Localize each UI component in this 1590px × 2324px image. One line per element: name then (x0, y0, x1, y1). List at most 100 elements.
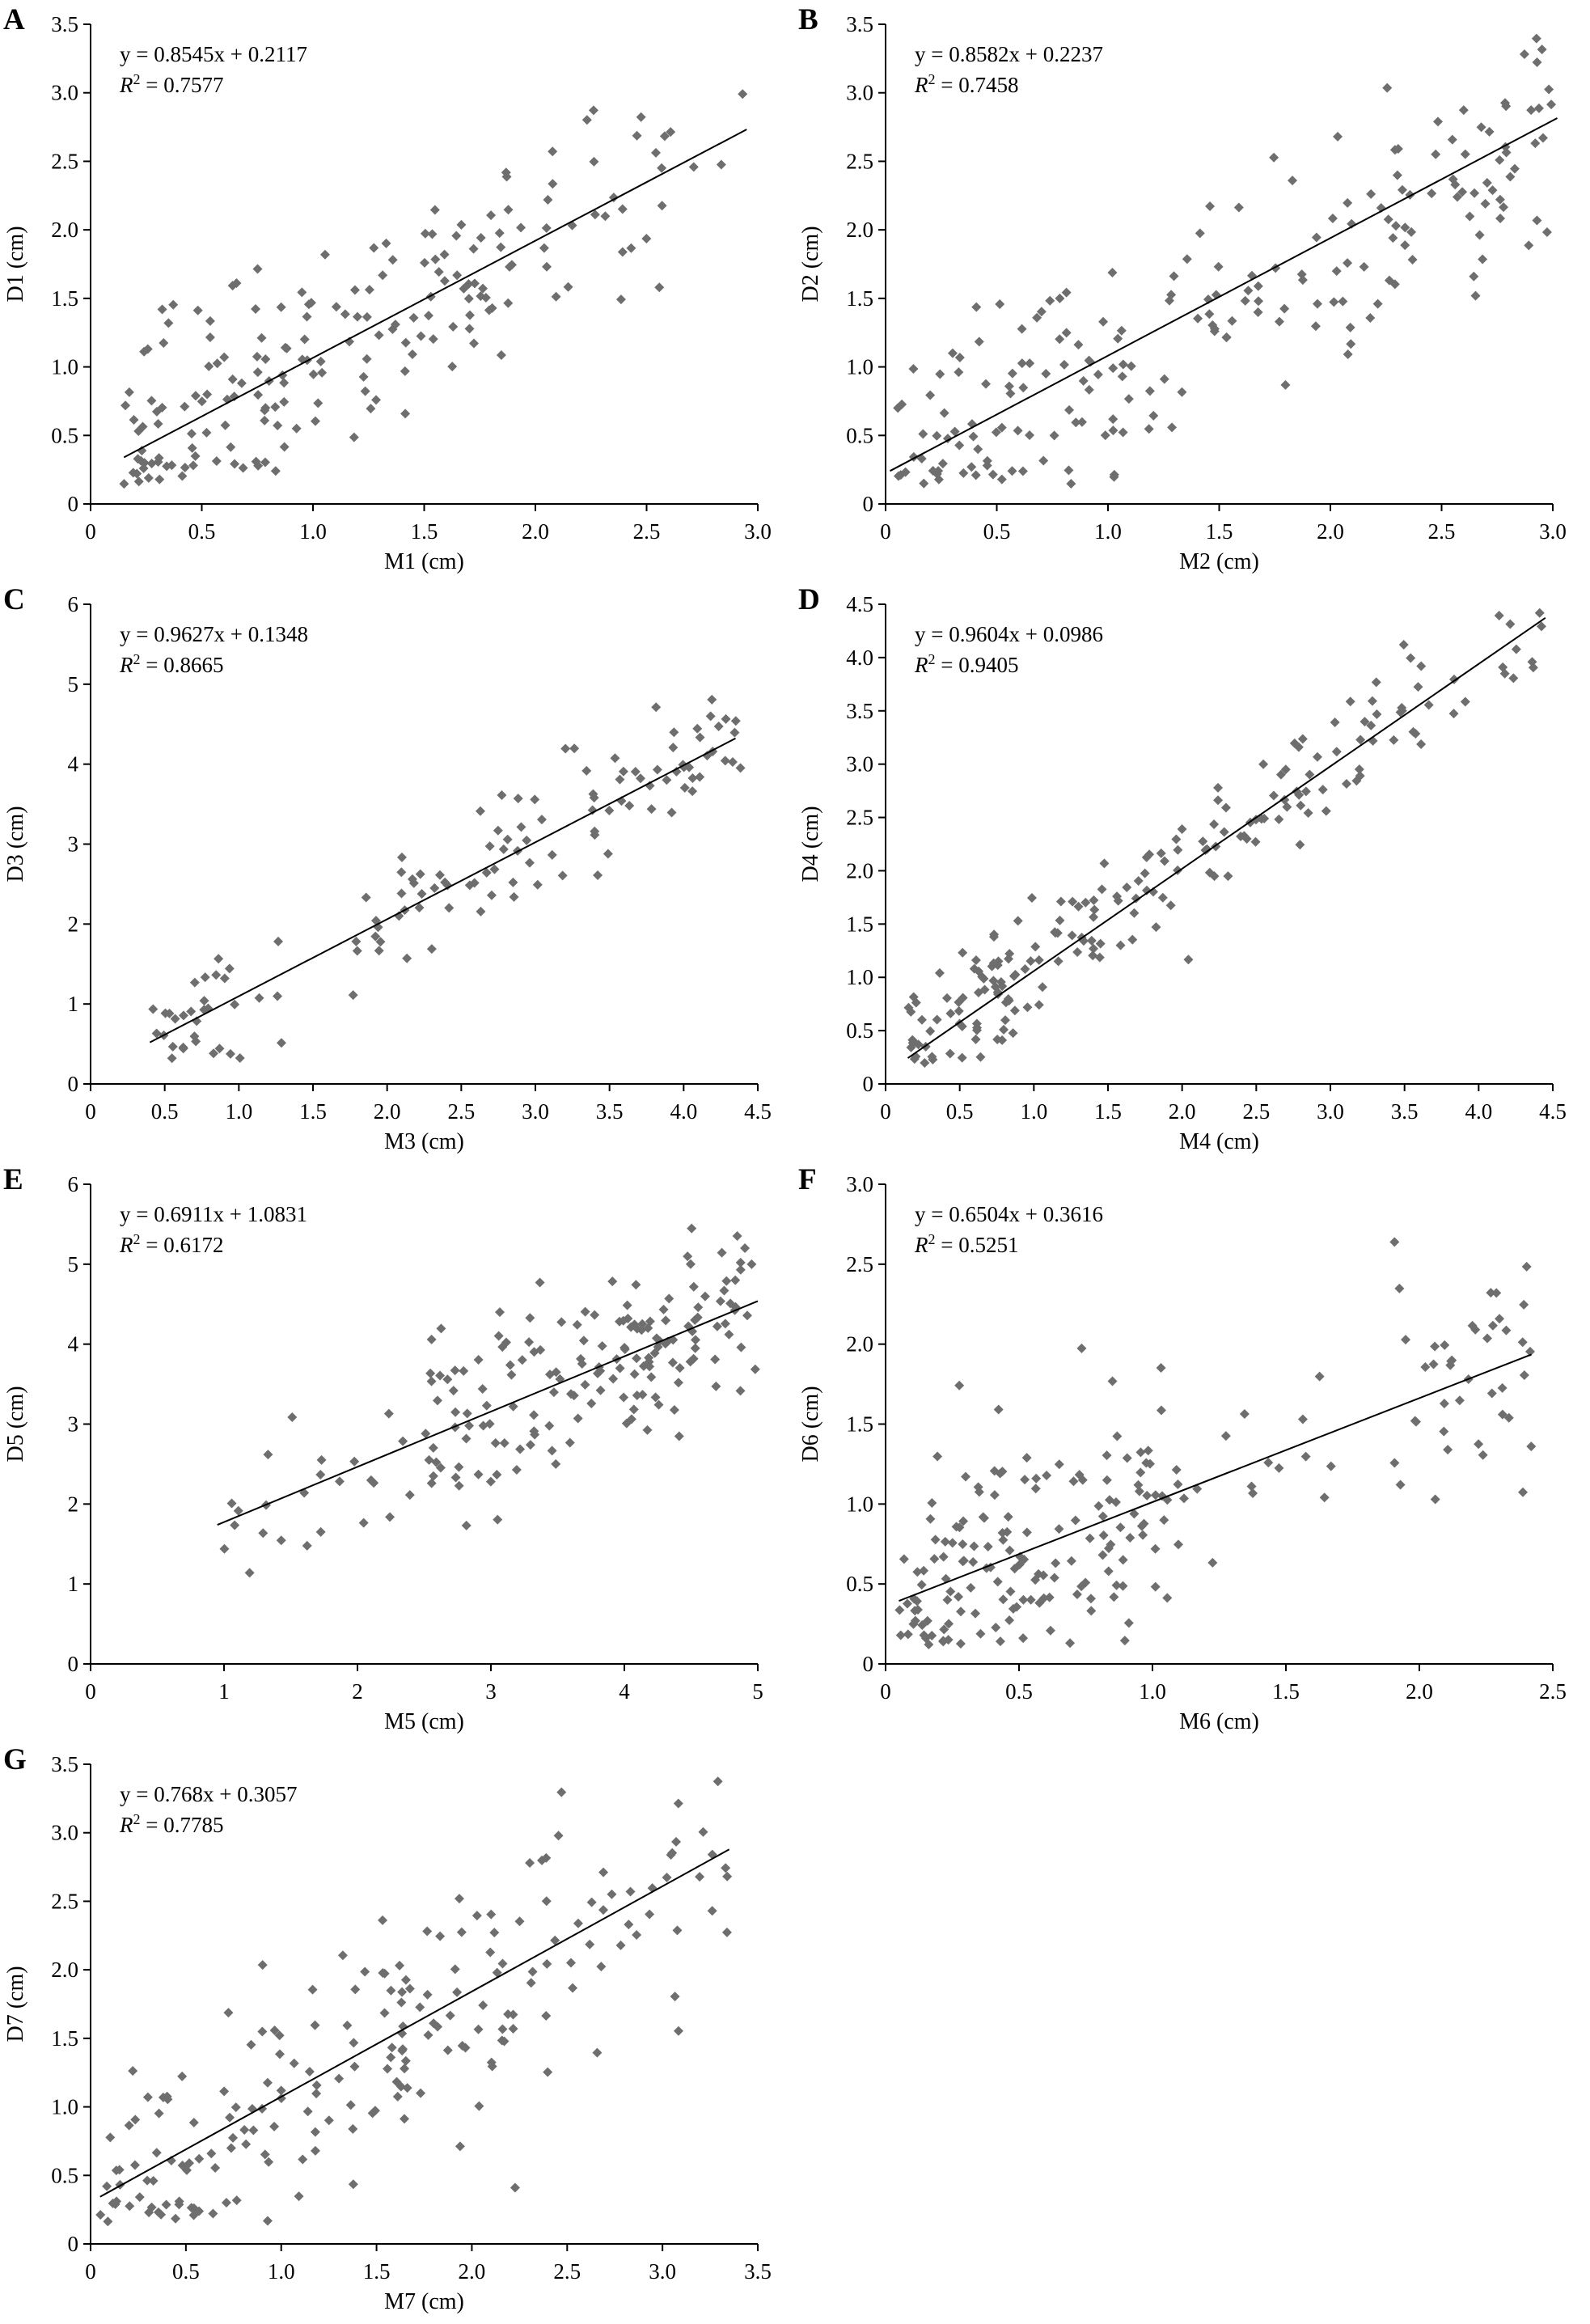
data-point (957, 1052, 967, 1063)
y-axis-title: D1 (cm) (3, 226, 28, 302)
data-point (650, 1392, 661, 1403)
data-point (156, 2209, 167, 2220)
data-point (230, 1520, 240, 1530)
data-point (452, 270, 463, 281)
data-point (1038, 982, 1048, 993)
data-point (941, 1573, 951, 1584)
data-point (1497, 1409, 1508, 1420)
data-point (947, 1538, 958, 1548)
data-point (469, 878, 480, 888)
data-point (727, 757, 738, 768)
y-tick-label: 0 (863, 1652, 874, 1676)
data-point (276, 1038, 286, 1048)
data-point (1274, 1463, 1284, 1473)
data-point (1030, 942, 1041, 952)
data-point (469, 278, 480, 289)
data-point (489, 1928, 500, 1938)
data-point (566, 1389, 577, 1399)
data-point (662, 775, 672, 785)
data-point (983, 1541, 993, 1551)
data-point (1207, 1557, 1218, 1568)
data-point (331, 302, 341, 312)
data-point (114, 2165, 125, 2175)
data-point (493, 1331, 504, 1341)
data-point (1354, 764, 1364, 774)
data-point (276, 302, 286, 312)
data-point (954, 1591, 964, 1602)
data-point (142, 344, 153, 354)
data-point (170, 1014, 180, 1024)
data-point (1220, 802, 1231, 813)
data-point (1274, 316, 1284, 327)
data-point (730, 716, 741, 726)
data-point (974, 1487, 984, 1497)
data-point (969, 963, 979, 974)
data-point (659, 131, 670, 142)
data-point (897, 399, 907, 409)
data-point (1469, 188, 1480, 198)
data-point (692, 1312, 703, 1323)
data-point (370, 931, 381, 942)
data-point (487, 2061, 497, 2072)
data-point (1533, 103, 1544, 113)
data-point (1098, 316, 1109, 327)
data-point (541, 1896, 552, 1907)
data-point (1066, 1556, 1076, 1566)
data-point (486, 890, 497, 900)
data-point (1531, 33, 1541, 44)
data-point (1141, 885, 1152, 895)
data-point (281, 343, 292, 353)
regression-line (890, 117, 1558, 472)
data-point (954, 367, 964, 378)
data-point (917, 1619, 928, 1630)
data-point (1279, 303, 1290, 314)
data-point (719, 1285, 729, 1296)
data-point (717, 1247, 727, 1258)
data-point (652, 764, 662, 775)
data-point (615, 1940, 626, 1950)
data-point (436, 1323, 446, 1334)
y-tick-label: 2.0 (846, 218, 873, 242)
data-point (525, 1313, 535, 1323)
data-point (1372, 298, 1383, 309)
data-point (378, 1968, 388, 1979)
r-squared-text: R2 = 0.6172 (119, 1231, 223, 1257)
data-point (1076, 417, 1087, 427)
data-point (349, 285, 360, 295)
data-point (276, 1535, 286, 1546)
data-point (1505, 171, 1516, 182)
data-point (501, 171, 512, 182)
data-point (427, 229, 438, 239)
data-point (1123, 394, 1134, 404)
data-point (360, 386, 370, 396)
y-tick-label: 2.5 (51, 149, 78, 173)
data-point (588, 105, 598, 116)
data-point (1297, 734, 1308, 744)
data-point (205, 332, 215, 343)
data-point (1164, 295, 1174, 306)
data-point (949, 426, 960, 437)
data-point (348, 990, 358, 1001)
data-point (925, 1513, 936, 1524)
data-point (1064, 404, 1075, 415)
data-point (349, 2061, 360, 2072)
data-point (1275, 769, 1286, 780)
data-point (1480, 198, 1491, 209)
data-point (661, 1315, 671, 1326)
data-point (369, 1478, 379, 1488)
data-point (515, 1444, 526, 1454)
data-point (1085, 1594, 1096, 1604)
data-point (618, 1315, 628, 1326)
data-point (735, 1264, 746, 1275)
data-point (304, 2066, 315, 2076)
data-point (1004, 381, 1014, 392)
data-point (669, 1404, 679, 1415)
data-point (1279, 794, 1290, 805)
data-point (735, 763, 746, 773)
data-point (1156, 1405, 1166, 1416)
data-point (1518, 1487, 1529, 1497)
data-point (454, 1894, 464, 1904)
data-point (1432, 116, 1443, 127)
data-point (396, 1997, 407, 2008)
data-point (484, 305, 494, 315)
